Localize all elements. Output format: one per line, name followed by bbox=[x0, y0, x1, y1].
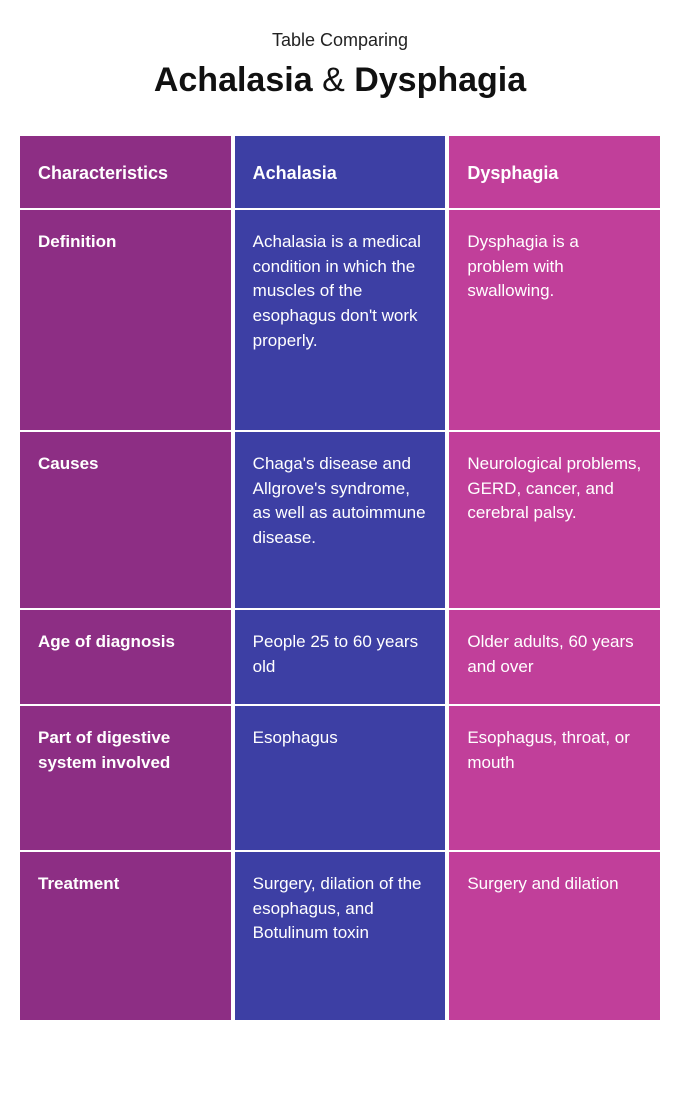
cell-dysphagia: Dysphagia is a problem with swallowing. bbox=[449, 208, 660, 430]
source-text: Difference Between.net bbox=[584, 1054, 656, 1084]
row-label: Definition bbox=[20, 208, 231, 430]
cell-achalasia: People 25 to 60 years old bbox=[235, 608, 446, 704]
cell-achalasia: Surgery, dilation of the esophagus, and … bbox=[235, 850, 446, 1020]
cell-achalasia: Chaga's disease and Allgrove's syndrome,… bbox=[235, 430, 446, 608]
source-line1: Difference bbox=[584, 1054, 656, 1069]
row-label: Treatment bbox=[20, 850, 231, 1020]
table-title: Achalasia & Dysphagia bbox=[20, 61, 660, 100]
title-term-b: Dysphagia bbox=[354, 61, 526, 99]
characteristics-column: Characteristics Definition Causes Age of… bbox=[20, 136, 231, 1020]
row-label: Causes bbox=[20, 430, 231, 608]
achalasia-column: Achalasia Achalasia is a medical conditi… bbox=[235, 136, 446, 1020]
header-dysphagia: Dysphagia bbox=[449, 136, 660, 208]
cell-achalasia: Esophagus bbox=[235, 704, 446, 850]
title-term-a: Achalasia bbox=[154, 61, 313, 99]
title-ampersand: & bbox=[322, 61, 345, 99]
cell-achalasia: Achalasia is a medical condition in whic… bbox=[235, 208, 446, 430]
cell-dysphagia: Surgery and dilation bbox=[449, 850, 660, 1020]
row-label: Part of digestive system involved bbox=[20, 704, 231, 850]
dysphagia-column: Dysphagia Dysphagia is a problem with sw… bbox=[449, 136, 660, 1020]
table-subtitle: Table Comparing bbox=[20, 30, 660, 51]
header-achalasia: Achalasia bbox=[235, 136, 446, 208]
source-attribution: DB Difference Between.net bbox=[536, 1054, 656, 1084]
cell-dysphagia: Neurological problems, GERD, cancer, and… bbox=[449, 430, 660, 608]
source-line2: Between.net bbox=[584, 1069, 656, 1084]
comparison-table: Characteristics Definition Causes Age of… bbox=[20, 136, 660, 1020]
cell-dysphagia: Older adults, 60 years and over bbox=[449, 608, 660, 704]
header-characteristics: Characteristics bbox=[20, 136, 231, 208]
db-logo-icon: DB bbox=[536, 1054, 576, 1084]
cell-dysphagia: Esophagus, throat, or mouth bbox=[449, 704, 660, 850]
row-label: Age of diagnosis bbox=[20, 608, 231, 704]
